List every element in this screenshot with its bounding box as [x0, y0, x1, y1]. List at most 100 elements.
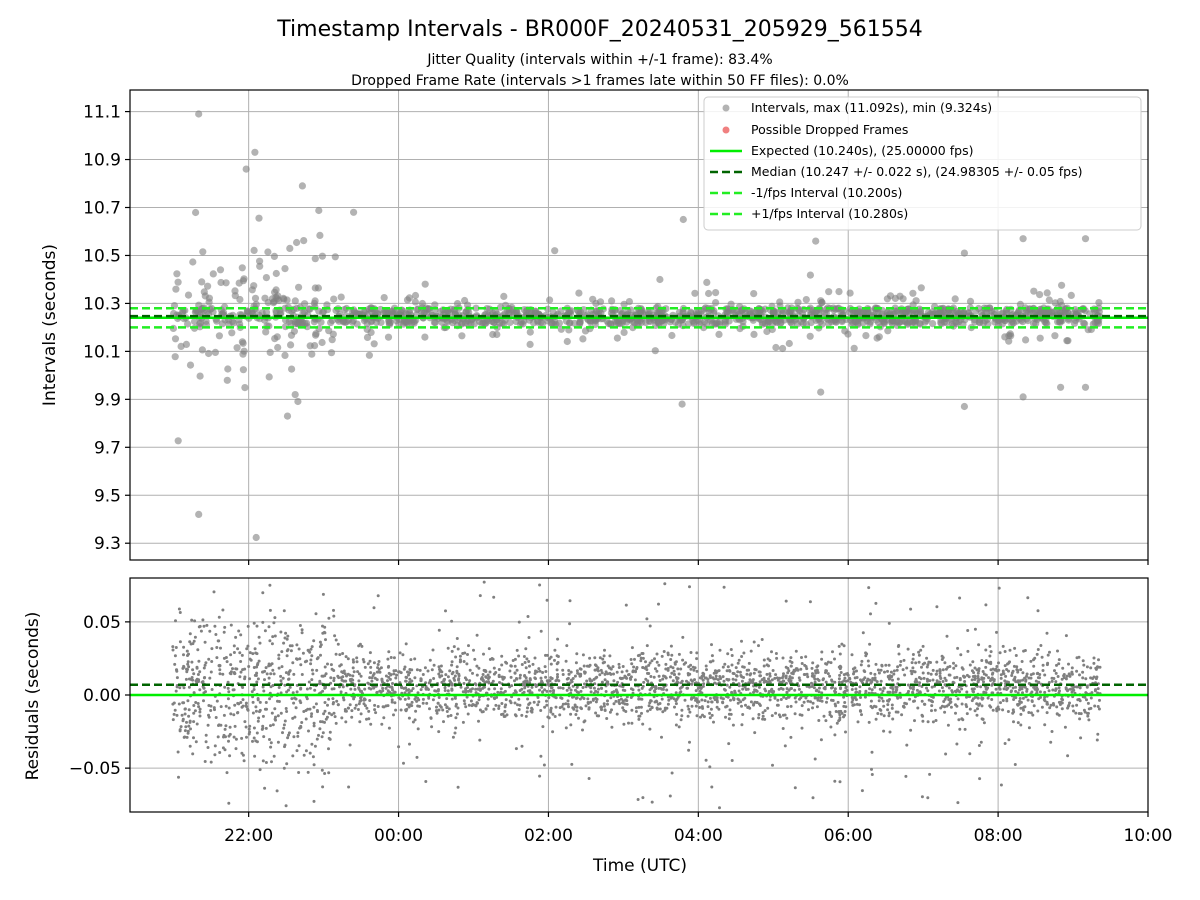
- residual-point: [917, 650, 921, 654]
- interval-point: [689, 317, 697, 325]
- residual-point: [562, 707, 566, 711]
- residual-point: [252, 621, 256, 625]
- residual-point: [809, 700, 812, 704]
- residual-point: [517, 620, 521, 624]
- residual-point: [956, 801, 960, 805]
- residual-point: [277, 653, 281, 657]
- residual-point: [327, 697, 331, 701]
- residual-point: [663, 582, 667, 586]
- residual-point: [656, 702, 660, 706]
- residual-point: [268, 639, 272, 643]
- residual-point: [338, 685, 341, 689]
- residual-point: [172, 712, 176, 716]
- residual-point: [1020, 660, 1024, 663]
- residual-point: [1085, 665, 1089, 669]
- residual-point: [526, 689, 530, 693]
- residual-point: [258, 708, 262, 712]
- residual-point: [610, 725, 614, 729]
- residual-point: [1036, 648, 1040, 651]
- residual-point: [688, 710, 692, 714]
- time-tick-label: 00:00: [374, 826, 423, 846]
- residual-point: [1019, 687, 1023, 691]
- residual-point: [537, 700, 541, 704]
- residual-point: [821, 678, 825, 682]
- residual-point: [187, 677, 191, 681]
- residual-point: [695, 657, 699, 661]
- residual-point: [411, 720, 415, 724]
- residual-point: [209, 704, 213, 708]
- residual-point: [842, 679, 846, 683]
- residual-point: [1055, 705, 1059, 709]
- residual-point: [1029, 711, 1033, 715]
- residual-point: [178, 611, 182, 614]
- interval-point: [702, 320, 711, 328]
- residual-point: [989, 662, 993, 666]
- interval-point: [642, 319, 650, 327]
- residual-point: [773, 676, 777, 680]
- interval-point: [231, 292, 239, 300]
- residual-point: [674, 691, 678, 695]
- residual-point: [594, 689, 598, 693]
- residual-point: [1057, 658, 1061, 662]
- residual-point: [822, 714, 826, 718]
- residual-point: [988, 704, 992, 708]
- residual-point: [852, 696, 856, 700]
- residual-point: [182, 645, 186, 649]
- residual-point: [229, 663, 233, 667]
- residual-point: [957, 718, 961, 722]
- residual-point: [931, 720, 935, 724]
- residual-point: [255, 680, 259, 684]
- residual-point: [193, 635, 197, 639]
- residual-point: [945, 704, 949, 708]
- interval-point: [712, 299, 720, 307]
- residual-point: [786, 705, 790, 709]
- interval-point: [348, 308, 356, 316]
- residual-point: [451, 735, 455, 739]
- residual-point: [272, 672, 276, 676]
- residual-point: [500, 675, 504, 679]
- residual-point: [524, 666, 528, 670]
- legend-median-label: Median (10.247 +/- 0.022 s), (24.98305 +…: [751, 164, 1082, 179]
- residual-point: [281, 676, 285, 680]
- residual-point: [1007, 738, 1011, 742]
- residual-point: [440, 680, 444, 684]
- interval-point: [917, 284, 925, 292]
- residual-point: [522, 680, 526, 684]
- residual-point: [382, 716, 386, 720]
- residual-point: [787, 688, 791, 692]
- residual-point: [646, 709, 650, 713]
- residual-point: [660, 735, 663, 739]
- residual-point: [630, 708, 634, 712]
- residual-point: [188, 720, 192, 724]
- residual-point: [1051, 688, 1055, 692]
- residual-point: [739, 674, 743, 677]
- residual-point: [976, 674, 980, 678]
- residual-point: [202, 691, 206, 695]
- residual-point: [703, 676, 707, 680]
- residual-point: [724, 705, 728, 709]
- interval-point: [225, 320, 233, 328]
- residual-point: [256, 719, 260, 723]
- residual-point: [543, 705, 547, 709]
- residual-point: [287, 677, 290, 681]
- residual-point: [444, 673, 448, 677]
- residual-point: [436, 701, 440, 705]
- residual-point: [414, 709, 418, 713]
- residual-point: [608, 654, 612, 658]
- residual-point: [200, 680, 204, 684]
- residual-point: [202, 699, 205, 703]
- residual-point: [515, 677, 519, 681]
- residual-point: [221, 608, 225, 612]
- residual-point: [817, 690, 821, 694]
- residual-point: [868, 687, 872, 691]
- residual-point: [180, 713, 184, 717]
- residual-point: [958, 596, 962, 600]
- residual-point: [637, 714, 641, 718]
- residual-point: [300, 721, 304, 724]
- interval-point: [620, 328, 628, 336]
- residual-point: [351, 678, 355, 682]
- residual-point: [1064, 686, 1068, 690]
- residual-point: [415, 699, 419, 703]
- interval-point: [285, 317, 293, 325]
- interval-point: [411, 298, 419, 306]
